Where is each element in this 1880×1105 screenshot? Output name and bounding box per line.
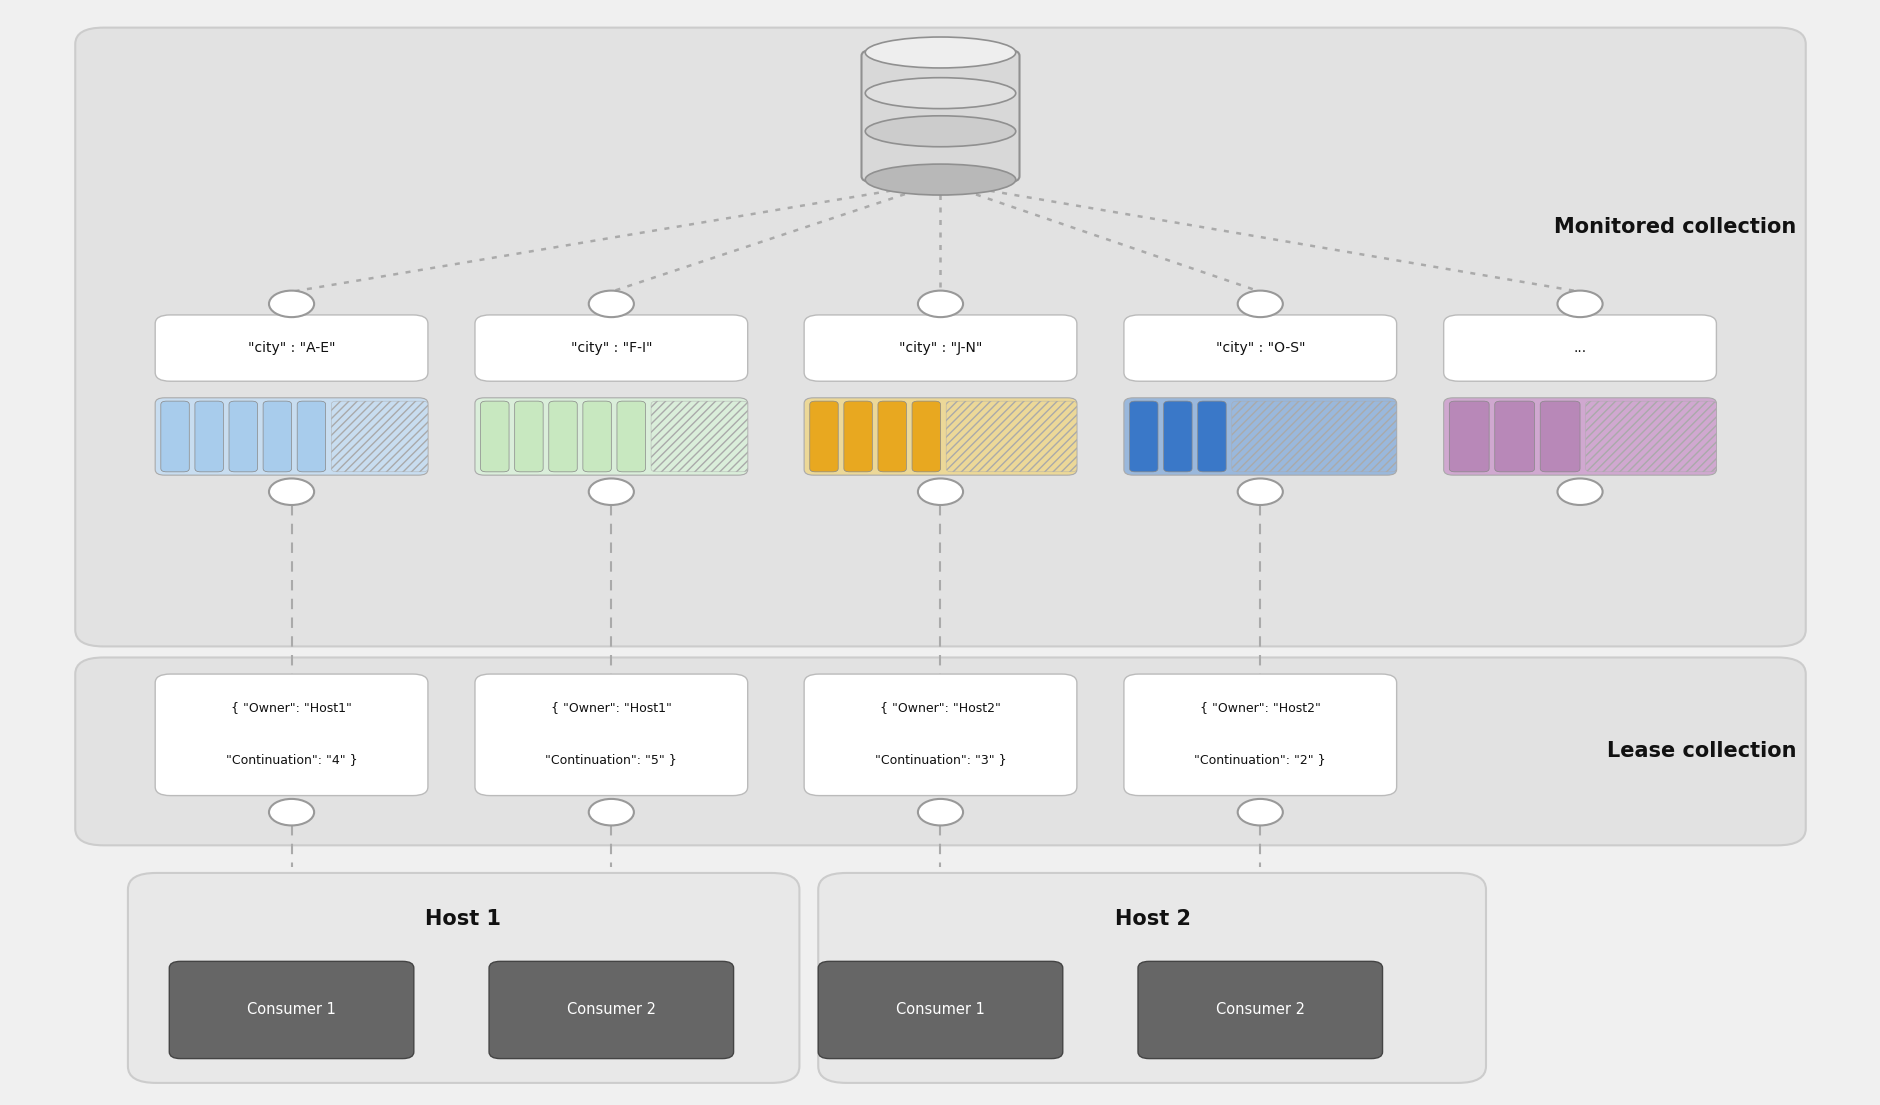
- Circle shape: [1237, 799, 1282, 825]
- FancyBboxPatch shape: [481, 401, 509, 472]
- Text: Consumer 2: Consumer 2: [1214, 1002, 1305, 1018]
- FancyBboxPatch shape: [169, 961, 414, 1059]
- FancyBboxPatch shape: [1540, 401, 1579, 472]
- FancyBboxPatch shape: [154, 674, 427, 796]
- Circle shape: [1237, 291, 1282, 317]
- FancyBboxPatch shape: [1585, 401, 1715, 472]
- FancyBboxPatch shape: [1128, 401, 1158, 472]
- Circle shape: [1557, 291, 1602, 317]
- FancyBboxPatch shape: [805, 398, 1075, 475]
- FancyBboxPatch shape: [650, 401, 748, 472]
- FancyBboxPatch shape: [818, 873, 1485, 1083]
- FancyBboxPatch shape: [1231, 401, 1395, 472]
- Text: Host 1: Host 1: [425, 909, 500, 929]
- Circle shape: [1237, 478, 1282, 505]
- FancyBboxPatch shape: [1444, 315, 1715, 381]
- Text: "Continuation": "3" }: "Continuation": "3" }: [874, 753, 1006, 766]
- Circle shape: [917, 478, 963, 505]
- Circle shape: [1557, 478, 1602, 505]
- FancyBboxPatch shape: [583, 401, 611, 472]
- FancyBboxPatch shape: [549, 401, 577, 472]
- FancyBboxPatch shape: [297, 401, 325, 472]
- Circle shape: [269, 799, 314, 825]
- FancyBboxPatch shape: [489, 961, 733, 1059]
- Text: Consumer 1: Consumer 1: [246, 1002, 337, 1018]
- Text: Host 2: Host 2: [1115, 909, 1190, 929]
- FancyBboxPatch shape: [805, 315, 1075, 381]
- FancyBboxPatch shape: [1164, 401, 1192, 472]
- Circle shape: [588, 291, 634, 317]
- Circle shape: [917, 291, 963, 317]
- Text: ...: ...: [1574, 341, 1585, 355]
- Text: "Continuation": "5" }: "Continuation": "5" }: [545, 753, 677, 766]
- Text: { "Owner": "Host1": { "Owner": "Host1": [231, 701, 352, 714]
- FancyBboxPatch shape: [196, 401, 224, 472]
- FancyBboxPatch shape: [154, 315, 427, 381]
- FancyBboxPatch shape: [515, 401, 543, 472]
- FancyBboxPatch shape: [912, 401, 940, 472]
- Text: { "Owner": "Host2": { "Owner": "Host2": [1199, 701, 1320, 714]
- FancyBboxPatch shape: [75, 28, 1805, 646]
- FancyBboxPatch shape: [331, 401, 427, 472]
- Circle shape: [269, 478, 314, 505]
- FancyBboxPatch shape: [154, 398, 427, 475]
- FancyBboxPatch shape: [474, 398, 746, 475]
- FancyBboxPatch shape: [878, 401, 906, 472]
- FancyBboxPatch shape: [128, 873, 799, 1083]
- FancyBboxPatch shape: [75, 657, 1805, 845]
- Circle shape: [588, 478, 634, 505]
- FancyBboxPatch shape: [808, 401, 838, 472]
- Ellipse shape: [865, 36, 1015, 69]
- Text: Consumer 1: Consumer 1: [895, 1002, 985, 1018]
- FancyBboxPatch shape: [861, 50, 1019, 181]
- FancyBboxPatch shape: [1198, 401, 1226, 472]
- FancyBboxPatch shape: [229, 401, 258, 472]
- FancyBboxPatch shape: [844, 401, 872, 472]
- FancyBboxPatch shape: [474, 674, 746, 796]
- FancyBboxPatch shape: [1122, 315, 1395, 381]
- FancyBboxPatch shape: [263, 401, 291, 472]
- FancyBboxPatch shape: [1122, 398, 1395, 475]
- Text: Consumer 2: Consumer 2: [566, 1002, 656, 1018]
- FancyBboxPatch shape: [1137, 961, 1382, 1059]
- Text: "city" : "F-I": "city" : "F-I": [570, 341, 652, 355]
- FancyBboxPatch shape: [1495, 401, 1534, 472]
- Text: { "Owner": "Host1": { "Owner": "Host1": [551, 701, 671, 714]
- Text: Lease collection: Lease collection: [1606, 741, 1795, 761]
- Text: { "Owner": "Host2": { "Owner": "Host2": [880, 701, 1000, 714]
- Text: "Continuation": "2" }: "Continuation": "2" }: [1194, 753, 1325, 766]
- Ellipse shape: [865, 116, 1015, 147]
- Text: "city" : "A-E": "city" : "A-E": [248, 341, 335, 355]
- Text: "city" : "O-S": "city" : "O-S": [1214, 341, 1305, 355]
- FancyBboxPatch shape: [805, 674, 1075, 796]
- Ellipse shape: [865, 77, 1015, 108]
- FancyBboxPatch shape: [1448, 401, 1489, 472]
- FancyBboxPatch shape: [162, 401, 190, 472]
- FancyBboxPatch shape: [818, 961, 1062, 1059]
- Circle shape: [917, 799, 963, 825]
- FancyBboxPatch shape: [946, 401, 1075, 472]
- Ellipse shape: [865, 164, 1015, 194]
- Text: "city" : "J-N": "city" : "J-N": [899, 341, 981, 355]
- FancyBboxPatch shape: [1122, 674, 1395, 796]
- Text: "Continuation": "4" }: "Continuation": "4" }: [226, 753, 357, 766]
- FancyBboxPatch shape: [474, 315, 746, 381]
- Text: Monitored collection: Monitored collection: [1553, 217, 1795, 236]
- Circle shape: [269, 291, 314, 317]
- Circle shape: [588, 799, 634, 825]
- FancyBboxPatch shape: [1444, 398, 1715, 475]
- FancyBboxPatch shape: [617, 401, 645, 472]
